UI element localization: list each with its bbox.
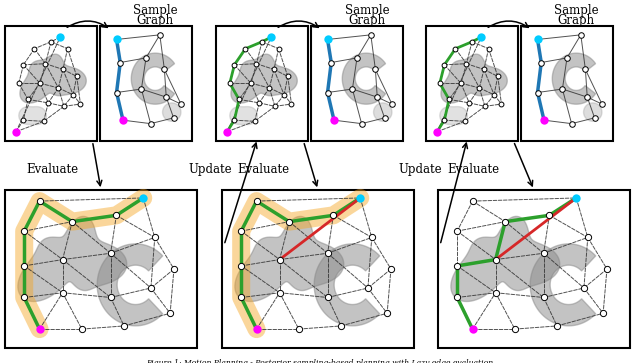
Bar xyxy=(5,190,197,348)
Polygon shape xyxy=(231,54,297,103)
Polygon shape xyxy=(18,216,127,302)
Polygon shape xyxy=(451,216,560,302)
Polygon shape xyxy=(441,54,508,103)
Polygon shape xyxy=(97,244,163,326)
Bar xyxy=(426,26,518,141)
Text: Evaluate: Evaluate xyxy=(447,163,499,176)
Bar xyxy=(216,26,308,141)
Polygon shape xyxy=(230,107,257,125)
Polygon shape xyxy=(20,54,86,103)
Bar xyxy=(521,26,613,141)
Text: Sample: Sample xyxy=(132,4,177,17)
Bar xyxy=(5,26,97,141)
Polygon shape xyxy=(342,53,385,104)
Text: Update: Update xyxy=(398,163,442,176)
Polygon shape xyxy=(530,244,596,326)
Bar xyxy=(222,190,414,348)
Polygon shape xyxy=(163,103,181,121)
Polygon shape xyxy=(374,103,392,121)
Text: Graph: Graph xyxy=(136,14,173,27)
Text: Sample: Sample xyxy=(554,4,598,17)
Polygon shape xyxy=(584,103,602,121)
Text: Evaluate: Evaluate xyxy=(237,163,289,176)
Polygon shape xyxy=(314,244,380,326)
Text: Graph: Graph xyxy=(348,14,385,27)
Bar xyxy=(311,26,403,141)
Text: Figure 1: Motion Planning - Posterior sampling-based planning with Lazy edge eva: Figure 1: Motion Planning - Posterior sa… xyxy=(147,359,493,363)
Text: Graph: Graph xyxy=(557,14,595,27)
Polygon shape xyxy=(440,107,467,125)
Polygon shape xyxy=(235,216,344,302)
Polygon shape xyxy=(552,53,596,104)
Text: Sample: Sample xyxy=(345,4,389,17)
Polygon shape xyxy=(19,107,46,125)
Text: Update: Update xyxy=(188,163,232,176)
Bar xyxy=(438,190,630,348)
Text: Evaluate: Evaluate xyxy=(26,163,78,176)
Bar xyxy=(100,26,192,141)
Polygon shape xyxy=(131,53,175,104)
